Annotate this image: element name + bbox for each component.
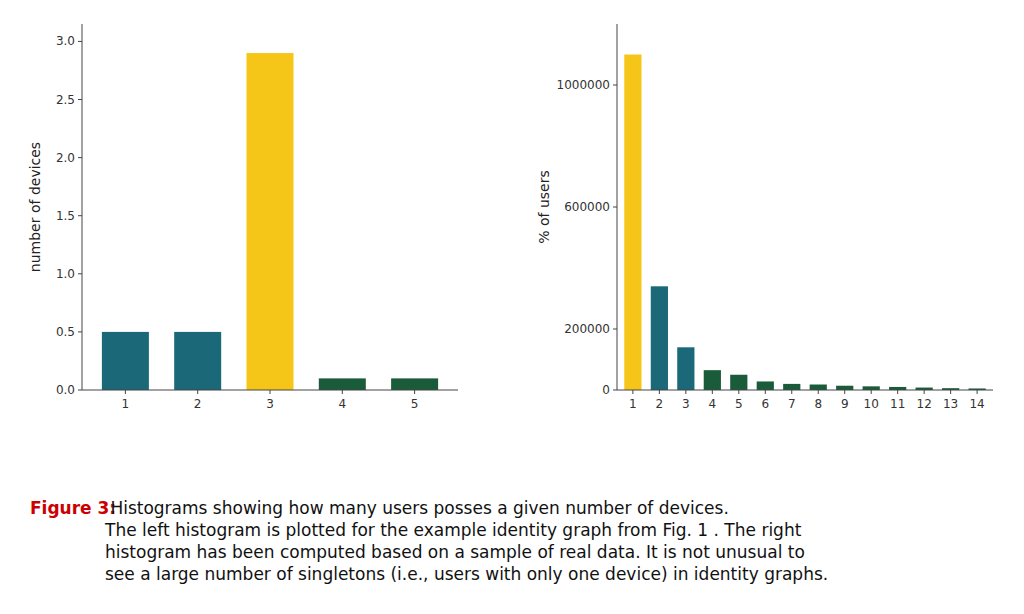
y-axis	[82, 24, 83, 390]
y-tick-label: 0	[602, 383, 610, 397]
bar	[319, 378, 366, 390]
y-tick-label: 3.0	[56, 34, 75, 48]
y-axis	[617, 24, 618, 390]
y-tick	[78, 273, 82, 274]
bar	[391, 378, 438, 390]
bar	[730, 375, 747, 390]
x-tick	[950, 390, 951, 394]
y-tick	[613, 207, 617, 208]
x-tick-label: 7	[788, 397, 796, 411]
x-tick	[414, 390, 415, 394]
y-tick	[78, 215, 82, 216]
bar	[783, 384, 800, 390]
y-tick-label: 2.5	[56, 93, 75, 107]
x-tick	[791, 390, 792, 394]
x-tick	[685, 390, 686, 394]
x-tick	[924, 390, 925, 394]
y-tick-label: 1.0	[56, 267, 75, 281]
caption-line: Histograms showing how many users posses…	[105, 498, 729, 518]
y-axis-label: % of users	[536, 170, 552, 244]
bar	[863, 386, 880, 390]
y-tick-label: 600000	[564, 200, 610, 214]
x-tick-label: 4	[709, 397, 717, 411]
x-tick	[818, 390, 819, 394]
x-tick	[125, 390, 126, 394]
y-tick-label: 1.5	[56, 209, 75, 223]
x-tick	[738, 390, 739, 394]
x-axis	[82, 390, 458, 391]
y-tick	[78, 41, 82, 42]
bar	[757, 381, 774, 390]
x-tick-label: 2	[194, 397, 202, 411]
caption-line: see a large number of singletons (i.e., …	[105, 564, 828, 584]
bar	[836, 386, 853, 390]
bar	[810, 385, 827, 390]
x-axis	[617, 390, 993, 391]
caption: Histograms showing how many users posses…	[104, 498, 828, 584]
x-tick	[765, 390, 766, 394]
figure: 0.00.51.01.52.02.53.012345number of devi…	[0, 0, 1024, 614]
x-tick	[270, 390, 271, 394]
x-tick-label: 8	[814, 397, 822, 411]
bar	[651, 286, 668, 390]
x-tick-label: 10	[864, 397, 879, 411]
y-tick	[613, 390, 617, 391]
x-tick	[632, 390, 633, 394]
x-tick-label: 5	[411, 397, 419, 411]
y-axis-label: number of devices	[27, 142, 43, 272]
x-tick-label: 3	[682, 397, 690, 411]
bars	[102, 53, 438, 390]
caption-line: The left histogram is plotted for the ex…	[104, 520, 802, 540]
y-tick	[613, 85, 617, 86]
bar	[174, 332, 221, 390]
x-tick-label: 9	[841, 397, 849, 411]
x-tick-label: 1	[122, 397, 130, 411]
y-tick-label: 2.0	[56, 151, 75, 165]
x-tick-label: 3	[266, 397, 274, 411]
bar	[102, 332, 149, 390]
y-tick-label: 1000000	[557, 78, 610, 92]
bar	[704, 370, 721, 390]
x-tick	[712, 390, 713, 394]
caption: Figure 3:	[30, 498, 116, 518]
y-tick	[78, 331, 82, 332]
y-tick	[613, 329, 617, 330]
bars	[624, 55, 985, 391]
x-tick	[977, 390, 978, 394]
x-tick-label: 12	[917, 397, 932, 411]
x-tick	[897, 390, 898, 394]
bar	[677, 347, 694, 390]
x-tick	[844, 390, 845, 394]
x-tick-label: 6	[761, 397, 769, 411]
x-tick-label: 5	[735, 397, 743, 411]
x-tick-label: 11	[890, 397, 905, 411]
x-tick-label: 1	[629, 397, 637, 411]
chart: 0.0 0.5 1.0 1.5 2.0 2.5 3.0 1 2 3 4 5 number of devi…	[27, 24, 458, 411]
y-tick-label: 0.0	[56, 383, 75, 397]
x-tick-label: 4	[338, 397, 346, 411]
x-tick-label: 14	[969, 397, 984, 411]
caption-line: histogram has been computed based on a s…	[105, 542, 805, 562]
x-tick	[659, 390, 660, 394]
bar	[624, 55, 641, 391]
x-tick-label: 13	[943, 397, 958, 411]
y-tick	[78, 390, 82, 391]
chart: 020000060000010000001234567891011121314%…	[536, 24, 993, 411]
caption-line: Figure 3:	[30, 498, 116, 518]
x-tick	[197, 390, 198, 394]
x-tick-label: 2	[656, 397, 664, 411]
y-tick	[78, 99, 82, 100]
y-tick	[78, 157, 82, 158]
bar	[247, 53, 294, 390]
x-tick	[342, 390, 343, 394]
y-tick-label: 200000	[564, 322, 610, 336]
y-tick-label: 0.5	[56, 325, 75, 339]
x-tick	[871, 390, 872, 394]
